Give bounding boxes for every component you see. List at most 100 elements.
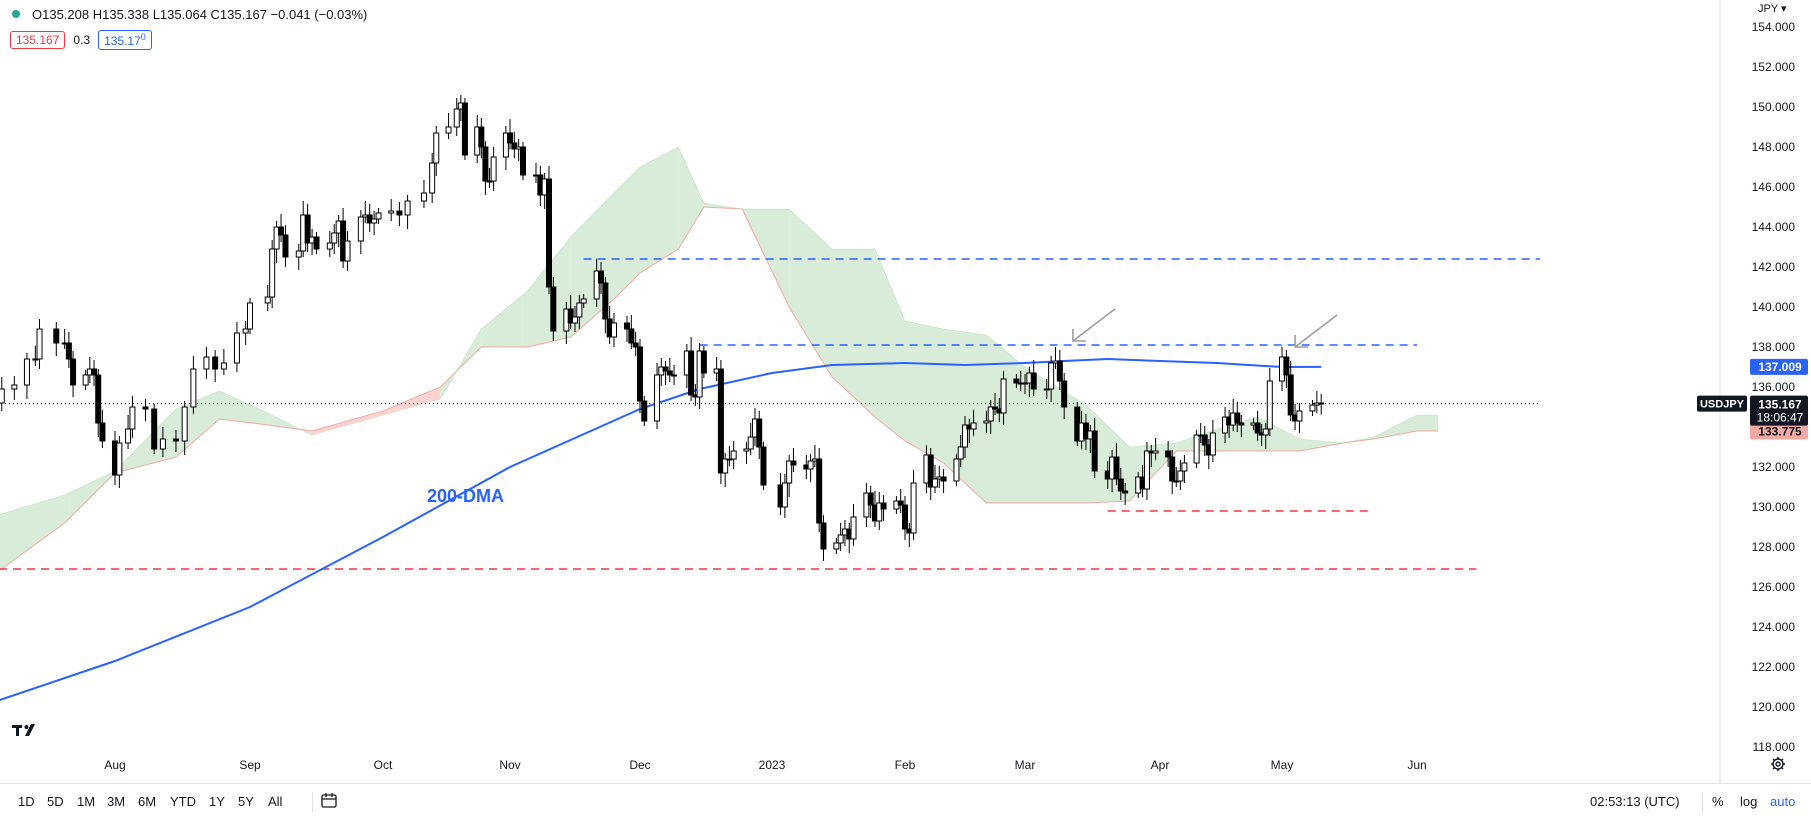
y-axis-label: 128.000 — [1752, 540, 1796, 554]
spread-value: 0.3 — [73, 33, 91, 47]
candle-body — [970, 422, 977, 430]
toolbar-divider — [312, 792, 313, 812]
range-5y-button[interactable]: 5Y — [238, 794, 254, 809]
x-axis-label: 2023 — [759, 758, 786, 772]
percent-scale-toggle[interactable]: % — [1712, 794, 1724, 809]
y-axis-label: 154.000 — [1752, 20, 1796, 34]
candle-body — [833, 542, 840, 550]
sell-price-box[interactable]: 135.167 — [10, 31, 66, 49]
candle-body — [1238, 422, 1245, 426]
candle-body — [641, 400, 648, 422]
candle-body — [269, 248, 276, 298]
candle-body — [142, 406, 149, 410]
y-axis-label: 126.000 — [1752, 580, 1796, 594]
candle-body — [482, 146, 489, 182]
annotation-arrow-head — [1072, 329, 1086, 342]
candle-body — [429, 162, 436, 194]
cloud-segment — [312, 411, 383, 435]
clock-utc[interactable]: 02:53:13 (UTC) — [1590, 794, 1680, 809]
last-price-tag-bg — [1750, 395, 1808, 426]
candle-body — [1287, 374, 1294, 416]
range-3m-button[interactable]: 3M — [107, 794, 126, 809]
go-to-date-icon[interactable] — [320, 792, 338, 810]
candle-body — [688, 350, 695, 396]
price-chart[interactable]: 200-DMA Aug Sep Oct Nov Dec 2023 Feb Mar Apr May Ju… — [0, 0, 1811, 783]
candle-body — [0, 388, 5, 404]
candle-body — [70, 358, 77, 386]
annotation-arrow-head — [1294, 335, 1309, 348]
y-axis-label: 148.000 — [1752, 140, 1796, 154]
candle-body — [273, 226, 280, 250]
candle-body — [490, 156, 497, 182]
candle-body — [357, 216, 364, 242]
candle-body — [445, 126, 452, 134]
y-axis-label: 138.000 — [1752, 340, 1796, 354]
candle-body — [927, 454, 934, 488]
candle-body — [331, 232, 338, 244]
candle-body — [99, 422, 106, 442]
x-axis-label: Oct — [374, 758, 393, 772]
candle-body — [65, 342, 72, 360]
candle-body — [987, 406, 994, 422]
candle-body — [242, 328, 249, 334]
currency-label[interactable]: JPY ▾ — [1758, 3, 1787, 15]
auto-scale-toggle[interactable]: auto — [1770, 794, 1796, 809]
cloud-segment — [905, 321, 944, 463]
candle-body — [730, 450, 737, 460]
candle-body — [722, 458, 729, 474]
currency-label-text: JPY — [1758, 3, 1778, 15]
candle-body — [396, 210, 403, 216]
y-axis-label: 130.000 — [1752, 500, 1796, 514]
candle-body — [181, 406, 188, 442]
candle-body — [203, 356, 210, 370]
candle-body — [572, 316, 578, 324]
buy-price-box[interactable]: 135.170 — [98, 30, 152, 50]
candle-body — [520, 146, 526, 176]
candle-body — [420, 192, 427, 202]
candle-body — [1296, 410, 1303, 422]
range-ytd-button[interactable]: YTD — [170, 794, 196, 809]
range-1m-button[interactable]: 1M — [77, 794, 96, 809]
candle-body — [53, 328, 60, 344]
candle-body — [957, 446, 964, 460]
bid-ask-row: 135.167 0.3 135.170 — [10, 30, 152, 50]
range-6m-button[interactable]: 6M — [138, 794, 157, 809]
x-axis-label: Feb — [895, 758, 916, 772]
candle-body — [1113, 456, 1120, 480]
candle-body — [1165, 450, 1172, 458]
symbol-tag-bg — [1697, 395, 1747, 412]
candle-body — [1254, 422, 1261, 434]
cloud-segment — [481, 291, 528, 347]
cloud-segment — [789, 209, 833, 377]
candle-body — [461, 102, 468, 156]
candle-body — [1169, 456, 1176, 482]
candle-body — [598, 270, 604, 284]
candle-body — [371, 218, 378, 224]
market-status-dot — [12, 10, 20, 18]
candle-body — [1177, 470, 1184, 482]
cloud-segment — [986, 335, 1025, 503]
annotation-arrow — [1294, 314, 1338, 348]
log-scale-toggle[interactable]: log — [1740, 794, 1758, 809]
range-1y-button[interactable]: 1Y — [209, 794, 225, 809]
candle-body — [790, 460, 797, 466]
candle-body — [233, 332, 240, 364]
y-axis-label: 152.000 — [1752, 60, 1796, 74]
cloud-price-tag: 133.775 — [1758, 425, 1802, 439]
candle-body — [433, 132, 440, 164]
cloud-lower-edge — [0, 206, 1439, 571]
range-all-button[interactable]: All — [268, 794, 283, 809]
candle-body — [962, 424, 968, 448]
candle-body — [313, 236, 320, 250]
candle-body — [11, 384, 18, 390]
candle-body — [478, 126, 485, 148]
candle-body — [756, 418, 763, 448]
dma-price-tag: 137.009 — [1758, 360, 1802, 374]
dma-line — [0, 357, 1322, 701]
candle-body — [278, 226, 285, 236]
range-5d-button[interactable]: 5D — [47, 794, 64, 809]
ohlc-values: O135.208 H135.338 L135.064 C135.167 −0.0… — [32, 6, 368, 22]
range-1d-button[interactable]: 1D — [18, 794, 35, 809]
x-axis-label: Aug — [104, 758, 125, 772]
settings-gear-icon[interactable] — [1770, 756, 1786, 772]
